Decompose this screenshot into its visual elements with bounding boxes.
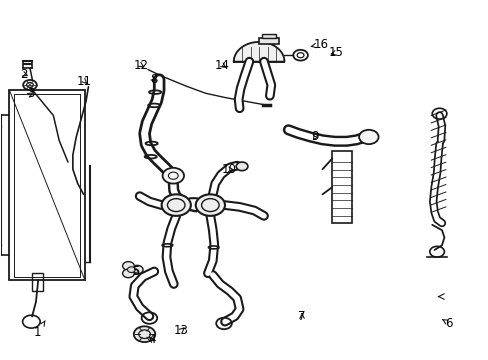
Bar — [9, 90, 85, 280]
Text: 12: 12 — [133, 59, 148, 72]
Text: 4: 4 — [148, 333, 155, 346]
Text: 2: 2 — [20, 68, 28, 81]
Circle shape — [358, 130, 378, 144]
Circle shape — [134, 326, 155, 342]
Text: 5: 5 — [132, 265, 140, 278]
Bar — [14, 94, 80, 277]
Text: 1: 1 — [34, 321, 45, 339]
Circle shape — [162, 168, 183, 184]
Circle shape — [131, 265, 143, 274]
Circle shape — [195, 194, 224, 216]
Text: 7: 7 — [298, 310, 305, 324]
Bar — [261, 35, 276, 38]
Circle shape — [122, 262, 134, 270]
Circle shape — [236, 162, 247, 171]
Bar — [32, 273, 43, 291]
Text: 8: 8 — [150, 73, 158, 86]
Circle shape — [122, 269, 134, 278]
Polygon shape — [233, 42, 284, 62]
Text: 14: 14 — [215, 59, 229, 72]
Bar — [259, 38, 278, 44]
Text: 3: 3 — [27, 87, 35, 100]
Circle shape — [161, 194, 190, 216]
Text: 15: 15 — [328, 46, 343, 59]
Text: 10: 10 — [221, 163, 236, 176]
Text: 13: 13 — [173, 324, 188, 337]
Circle shape — [127, 267, 135, 273]
Text: 11: 11 — [77, 75, 92, 88]
Text: 6: 6 — [442, 317, 452, 330]
Bar — [331, 151, 351, 223]
Text: 16: 16 — [310, 38, 328, 51]
Text: 9: 9 — [311, 130, 318, 144]
